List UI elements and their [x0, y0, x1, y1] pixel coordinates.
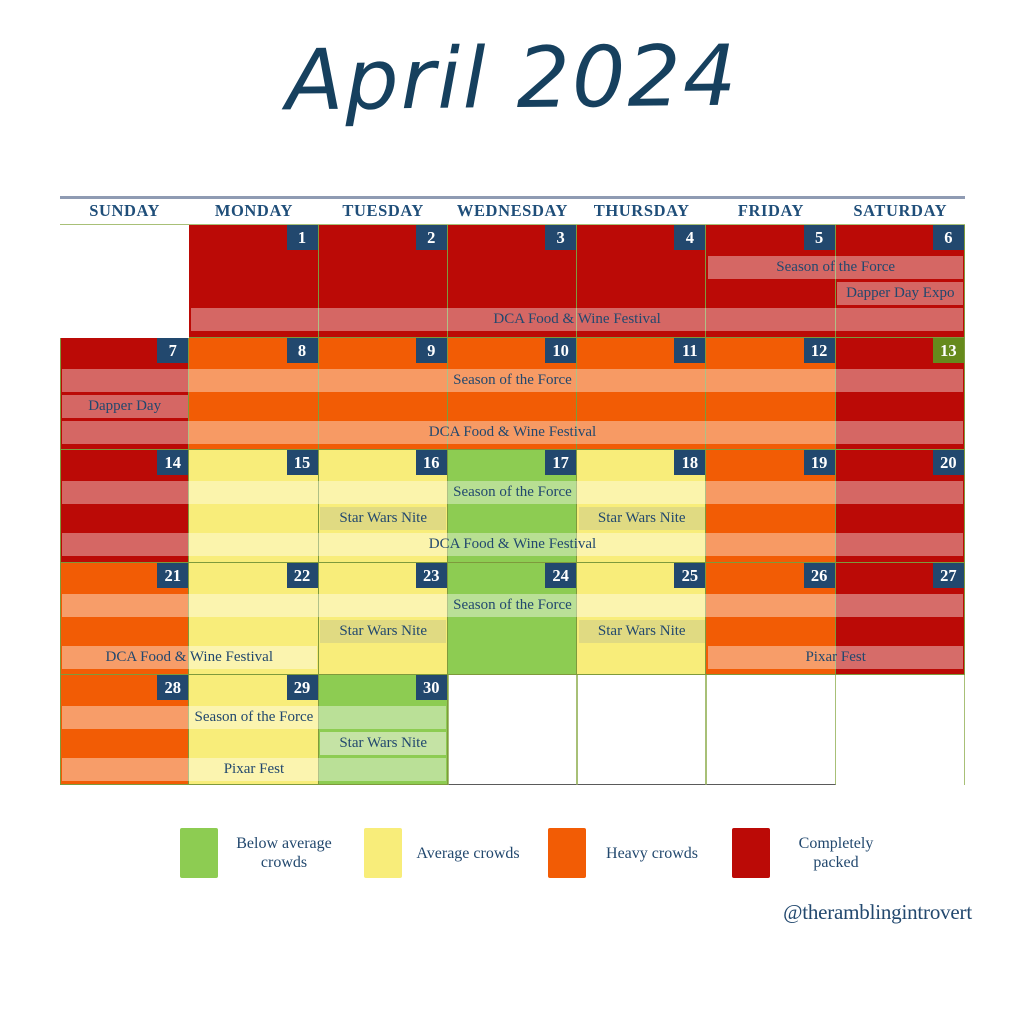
calendar-day-cell[interactable]: 16 — [318, 450, 448, 563]
day-number-badge: 21 — [157, 563, 189, 588]
calendar-day-cell[interactable]: 11 — [577, 338, 707, 450]
calendar-day-cell[interactable]: 27 — [835, 563, 965, 675]
calendar-day-cell[interactable]: 4 — [577, 225, 707, 338]
day-number-badge: 20 — [932, 450, 964, 475]
legend-item: Average crowds — [364, 828, 520, 878]
day-number-badge: 8 — [286, 338, 318, 363]
calendar-day-cell[interactable]: 23 — [318, 563, 448, 675]
weekday-header-tuesday: TUESDAY — [342, 201, 424, 220]
day-number-badge: 23 — [415, 563, 447, 588]
calendar-day-cell[interactable]: 22 — [189, 563, 319, 675]
day-number-badge: 28 — [157, 675, 189, 700]
calendar-day-cell[interactable]: 13 — [835, 338, 965, 450]
legend-color-swatch — [548, 828, 586, 878]
calendar-empty-cell — [835, 675, 965, 785]
calendar-week-row: 14 15 16 17 18 19 20 Season of the Force Star Wa… — [60, 450, 965, 563]
calendar-empty-cell — [577, 675, 707, 785]
day-number-badge: 10 — [545, 338, 577, 363]
day-number-badge: 24 — [545, 563, 577, 588]
day-number-badge: 25 — [674, 563, 706, 588]
calendar-week-row: 7 8 9 10 11 12 13 Season of the Force Dapper Day… — [60, 338, 965, 450]
legend-label: Completely packed — [798, 835, 874, 871]
day-number-badge: 11 — [674, 338, 706, 363]
day-number-badge: 26 — [803, 563, 835, 588]
page-title: April 2024 — [285, 26, 739, 130]
calendar-day-cell[interactable]: 12 — [706, 338, 836, 450]
calendar-day-cell[interactable]: 25 — [577, 563, 707, 675]
calendar-week-row: 21 22 23 24 25 26 27 Season of the Force Star Wa… — [60, 563, 965, 675]
calendar-day-cell[interactable]: 2 — [318, 225, 448, 338]
day-number-badge: 6 — [932, 225, 964, 250]
weekday-header-monday: MONDAY — [214, 201, 293, 220]
legend: Below average crowds Average crowds Heavy … — [180, 828, 880, 878]
legend-item: Completely packed — [732, 828, 888, 878]
calendar-day-cell[interactable]: 7 — [60, 338, 190, 450]
calendar-week-row: 28 29 30 Season of the Force Star Wars Nite P… — [60, 675, 965, 785]
day-number-badge: 29 — [286, 675, 318, 700]
weekday-header-saturday: SATURDAY — [853, 201, 948, 220]
calendar-day-cell[interactable]: 29 — [189, 675, 319, 785]
day-number-badge: 9 — [415, 338, 447, 363]
calendar: SUNDAY MONDAY TUESDAY WEDNESDAY THURSDAY FRID… — [60, 196, 965, 785]
day-number-badge: 2 — [415, 225, 447, 250]
calendar-day-cell[interactable]: 8 — [189, 338, 319, 450]
calendar-day-cell[interactable]: 21 — [60, 563, 190, 675]
calendar-day-cell[interactable]: 24 — [447, 563, 578, 675]
calendar-day-cell[interactable]: 15 — [189, 450, 319, 563]
weekday-header-friday: FRIDAY — [737, 201, 805, 220]
calendar-day-cell[interactable]: 19 — [706, 450, 836, 563]
legend-item: Below average crowds — [180, 828, 336, 878]
day-number-badge: 13 — [932, 338, 964, 363]
calendar-day-cell[interactable]: 5 — [706, 225, 836, 338]
day-number-badge: 16 — [415, 450, 447, 475]
calendar-day-cell[interactable]: 20 — [835, 450, 965, 563]
calendar-empty-cell — [447, 675, 578, 785]
legend-label: Average crowds — [416, 844, 520, 862]
day-number-badge: 18 — [674, 450, 706, 475]
calendar-day-cell[interactable]: 14 — [60, 450, 190, 563]
day-number-badge: 1 — [286, 225, 318, 250]
day-number-badge: 22 — [286, 563, 318, 588]
calendar-day-cell[interactable]: 1 — [189, 225, 319, 338]
day-number-badge: 14 — [157, 450, 189, 475]
calendar-empty-cell — [706, 675, 836, 785]
legend-label: Heavy crowds — [606, 844, 698, 862]
legend-label: Below average crowds — [236, 835, 332, 871]
day-number-badge: 12 — [803, 338, 835, 363]
weekday-header-row: SUNDAY MONDAY TUESDAY WEDNESDAY THURSDAY FRID… — [60, 199, 965, 224]
day-number-badge: 19 — [803, 450, 835, 475]
legend-color-swatch — [364, 828, 402, 878]
calendar-day-cell[interactable]: 6 — [835, 225, 965, 338]
calendar-day-cell[interactable]: 3 — [447, 225, 578, 338]
calendar-day-cell[interactable]: 26 — [706, 563, 836, 675]
author-handle: @theramblingintrovert — [783, 900, 972, 924]
calendar-day-cell[interactable]: 28 — [60, 675, 190, 785]
legend-color-swatch — [732, 828, 770, 878]
calendar-day-cell[interactable]: 9 — [318, 338, 448, 450]
day-number-badge: 5 — [803, 225, 835, 250]
day-number-badge: 3 — [545, 225, 577, 250]
weekday-header-sunday: SUNDAY — [89, 201, 161, 220]
legend-item: Heavy crowds — [548, 828, 704, 878]
header-rule — [60, 196, 965, 199]
calendar-grid: 1 2 3 4 5 6 Season of the Force Dapper Day Expo… — [60, 224, 965, 785]
weekday-header-thursday: THURSDAY — [593, 201, 690, 220]
calendar-week-row: 1 2 3 4 5 6 Season of the Force Dapper Day Expo… — [60, 225, 965, 338]
day-number-badge: 27 — [932, 563, 964, 588]
calendar-day-cell[interactable]: 10 — [447, 338, 578, 450]
day-number-badge: 7 — [157, 338, 189, 363]
legend-color-swatch — [180, 828, 218, 878]
day-number-badge: 4 — [674, 225, 706, 250]
calendar-day-cell[interactable]: 30 — [318, 675, 448, 785]
day-number-badge: 15 — [286, 450, 318, 475]
calendar-empty-cell — [60, 225, 190, 338]
day-number-badge: 17 — [545, 450, 577, 475]
calendar-day-cell[interactable]: 17 — [447, 450, 578, 563]
calendar-day-cell[interactable]: 18 — [577, 450, 707, 563]
weekday-header-wednesday: WEDNESDAY — [456, 201, 568, 220]
day-number-badge: 30 — [415, 675, 447, 700]
